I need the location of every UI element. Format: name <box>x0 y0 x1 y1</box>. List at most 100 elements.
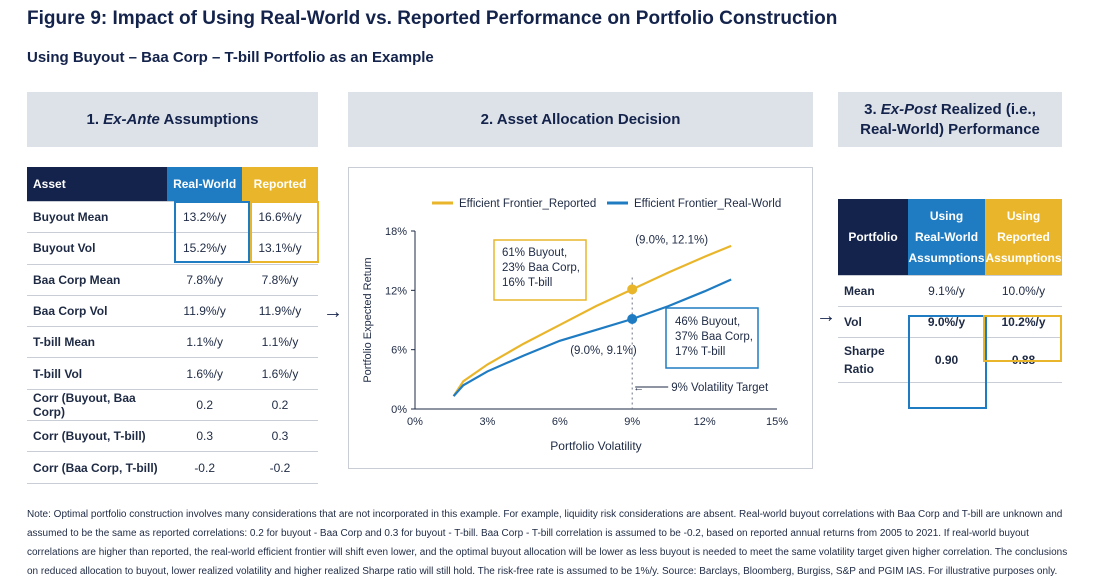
real-world-value: 0.90 <box>908 337 985 383</box>
real-world-value: 1.1%/y <box>167 326 242 359</box>
callout-line-real-world: 17% T-bill <box>675 346 725 358</box>
panel1-italic: Ex-Ante <box>103 110 160 128</box>
x-axis-label: Portfolio Volatility <box>550 439 641 453</box>
panel-header-ex-post: 3. Ex-Post Realized (i.e., Real-World) P… <box>838 92 1062 147</box>
frontier-line-real-world <box>452 278 732 397</box>
real-world-value: 9.1%/y <box>908 275 985 307</box>
footnote: Note: Optimal portfolio construction inv… <box>27 509 1068 577</box>
arrow-left-icon: ← <box>633 382 644 394</box>
reported-value: 13.1%/y <box>241 232 318 265</box>
panel2-title: 2. Asset Allocation Decision <box>480 110 681 128</box>
row-label: Baa Corp Mean <box>27 264 168 296</box>
x-tick-label: 0% <box>407 416 423 428</box>
row-label: Sharpe Ratio <box>838 337 908 383</box>
arrow-right-icon: → <box>816 305 836 327</box>
y-axis-label: Portfolio Expected Return <box>362 257 374 382</box>
table-row: Sharpe Ratio 0.90 0.88 <box>838 337 1062 383</box>
row-label: Vol <box>838 306 908 338</box>
point-label-reported: (9.0%, 12.1%) <box>635 234 708 246</box>
table-row: T-bill Vol 1.6%/y 1.6%/y <box>27 357 318 390</box>
header-line: Real-World <box>914 229 979 244</box>
efficient-frontier-chart: 0% 6% 12% 18% 0% 3% 6% 9% 12% 15% Portfolio Volati… <box>348 167 813 469</box>
panel1-rest: Assumptions <box>163 110 259 128</box>
legend-label-real-world: Efficient Frontier_Real-World <box>634 198 781 210</box>
x-tick-label: 6% <box>552 416 568 428</box>
assumptions-table: Asset Real-World Reported Buyout Mean 13.… <box>27 167 318 484</box>
table-row: T-bill Mean 1.1%/y 1.1%/y <box>27 326 318 359</box>
reported-value: 16.6%/y <box>241 201 318 234</box>
header-line: Assumptions <box>908 250 985 265</box>
real-world-value: -0.2 <box>167 451 242 484</box>
callout-line-real-world: 46% Buyout, <box>675 316 740 328</box>
header-portfolio: Portfolio <box>838 199 908 276</box>
panel3-prefix: 3. <box>864 100 877 118</box>
row-label: Buyout Vol <box>27 232 168 265</box>
panel-header-allocation: 2. Asset Allocation Decision <box>348 92 813 147</box>
volatility-target-label: 9% Volatility Target <box>671 382 769 394</box>
chart-svg: 0% 6% 12% 18% 0% 3% 6% 9% 12% 15% Portfolio Volati… <box>362 198 788 453</box>
table-row: Buyout Vol 15.2%/y 13.1%/y <box>27 232 318 265</box>
performance-header-row: Portfolio Using Real-World Assumptions U… <box>838 199 1062 276</box>
reported-value: -0.2 <box>241 451 318 484</box>
legend-label-reported: Efficient Frontier_Reported <box>459 198 596 210</box>
header-line: Using <box>1006 208 1041 223</box>
panel3-line2: Real-World) Performance <box>860 120 1040 138</box>
performance-table: Portfolio Using Real-World Assumptions U… <box>838 199 1062 383</box>
real-world-value: 15.2%/y <box>167 232 242 265</box>
reported-value: 1.1%/y <box>241 326 318 359</box>
row-label: Corr (Buyout, Baa Corp) <box>27 389 168 422</box>
figure-title: Figure 9: Impact of Using Real-World vs.… <box>27 8 838 29</box>
y-tick-label: 6% <box>391 345 407 357</box>
real-world-value: 0.3 <box>167 420 242 453</box>
x-tick-label: 15% <box>766 416 788 428</box>
real-world-value: 13.2%/y <box>167 201 242 234</box>
arrow-right-icon: → <box>323 301 343 323</box>
row-label-line: Sharpe <box>844 344 885 358</box>
row-label-line: Ratio <box>844 362 874 376</box>
panel-header-ex-ante: 1. Ex-Ante Assumptions <box>27 92 318 147</box>
real-world-value: 9.0%/y <box>908 306 985 338</box>
table-row: Vol 9.0%/y 10.2%/y <box>838 306 1062 338</box>
table-row: Corr (Buyout, Baa Corp) 0.2 0.2 <box>27 389 318 422</box>
row-label: Buyout Mean <box>27 201 168 234</box>
row-label: Corr (Buyout, T-bill) <box>27 420 168 453</box>
reported-value: 0.3 <box>241 420 318 453</box>
assumptions-header-row: Asset Real-World Reported <box>27 167 318 202</box>
callout-line-reported: 16% T-bill <box>502 277 552 289</box>
reported-value: 10.0%/y <box>985 275 1062 307</box>
table-row: Corr (Buyout, T-bill) 0.3 0.3 <box>27 420 318 453</box>
figure-subtitle: Using Buyout – Baa Corp – T-bill Portfol… <box>27 49 434 66</box>
point-reported <box>627 284 638 295</box>
real-world-value: 1.6%/y <box>167 357 242 390</box>
y-tick-label: 12% <box>385 285 407 297</box>
reported-value: 1.6%/y <box>241 357 318 390</box>
callout-line-reported: 23% Baa Corp, <box>502 262 580 274</box>
callout-box-reported <box>493 239 587 301</box>
row-label: Mean <box>838 275 908 307</box>
real-world-value: 11.9%/y <box>167 295 242 328</box>
table-row: Mean 9.1%/y 10.0%/y <box>838 275 1062 307</box>
header-reported: Reported <box>241 167 318 202</box>
header-using-real-world: Using Real-World Assumptions <box>908 199 985 276</box>
point-label-real-world: (9.0%, 9.1%) <box>570 345 637 357</box>
x-tick-label: 12% <box>694 416 716 428</box>
y-tick-label: 18% <box>385 226 407 238</box>
callout-line-reported: 61% Buyout, <box>502 247 567 259</box>
reported-value: 0.88 <box>985 337 1062 383</box>
table-row: Baa Corp Vol 11.9%/y 11.9%/y <box>27 295 318 328</box>
header-line: Reported <box>997 229 1050 244</box>
table-row: Corr (Baa Corp, T-bill) -0.2 -0.2 <box>27 451 318 484</box>
x-tick-label: 3% <box>479 416 495 428</box>
header-real-world: Real-World <box>167 167 242 202</box>
row-label: Corr (Baa Corp, T-bill) <box>27 451 168 484</box>
panel1-number: 1. <box>86 110 99 128</box>
reported-value: 10.2%/y <box>985 306 1062 338</box>
header-asset: Asset <box>27 167 168 202</box>
panel3-rest: Realized (i.e., <box>940 100 1036 118</box>
real-world-value: 7.8%/y <box>167 264 242 296</box>
reported-value: 0.2 <box>241 389 318 422</box>
callout-line-real-world: 37% Baa Corp, <box>675 331 753 343</box>
panel3-italic: Ex-Post <box>880 100 937 118</box>
row-label: Baa Corp Vol <box>27 295 168 328</box>
point-real-world <box>627 314 638 325</box>
